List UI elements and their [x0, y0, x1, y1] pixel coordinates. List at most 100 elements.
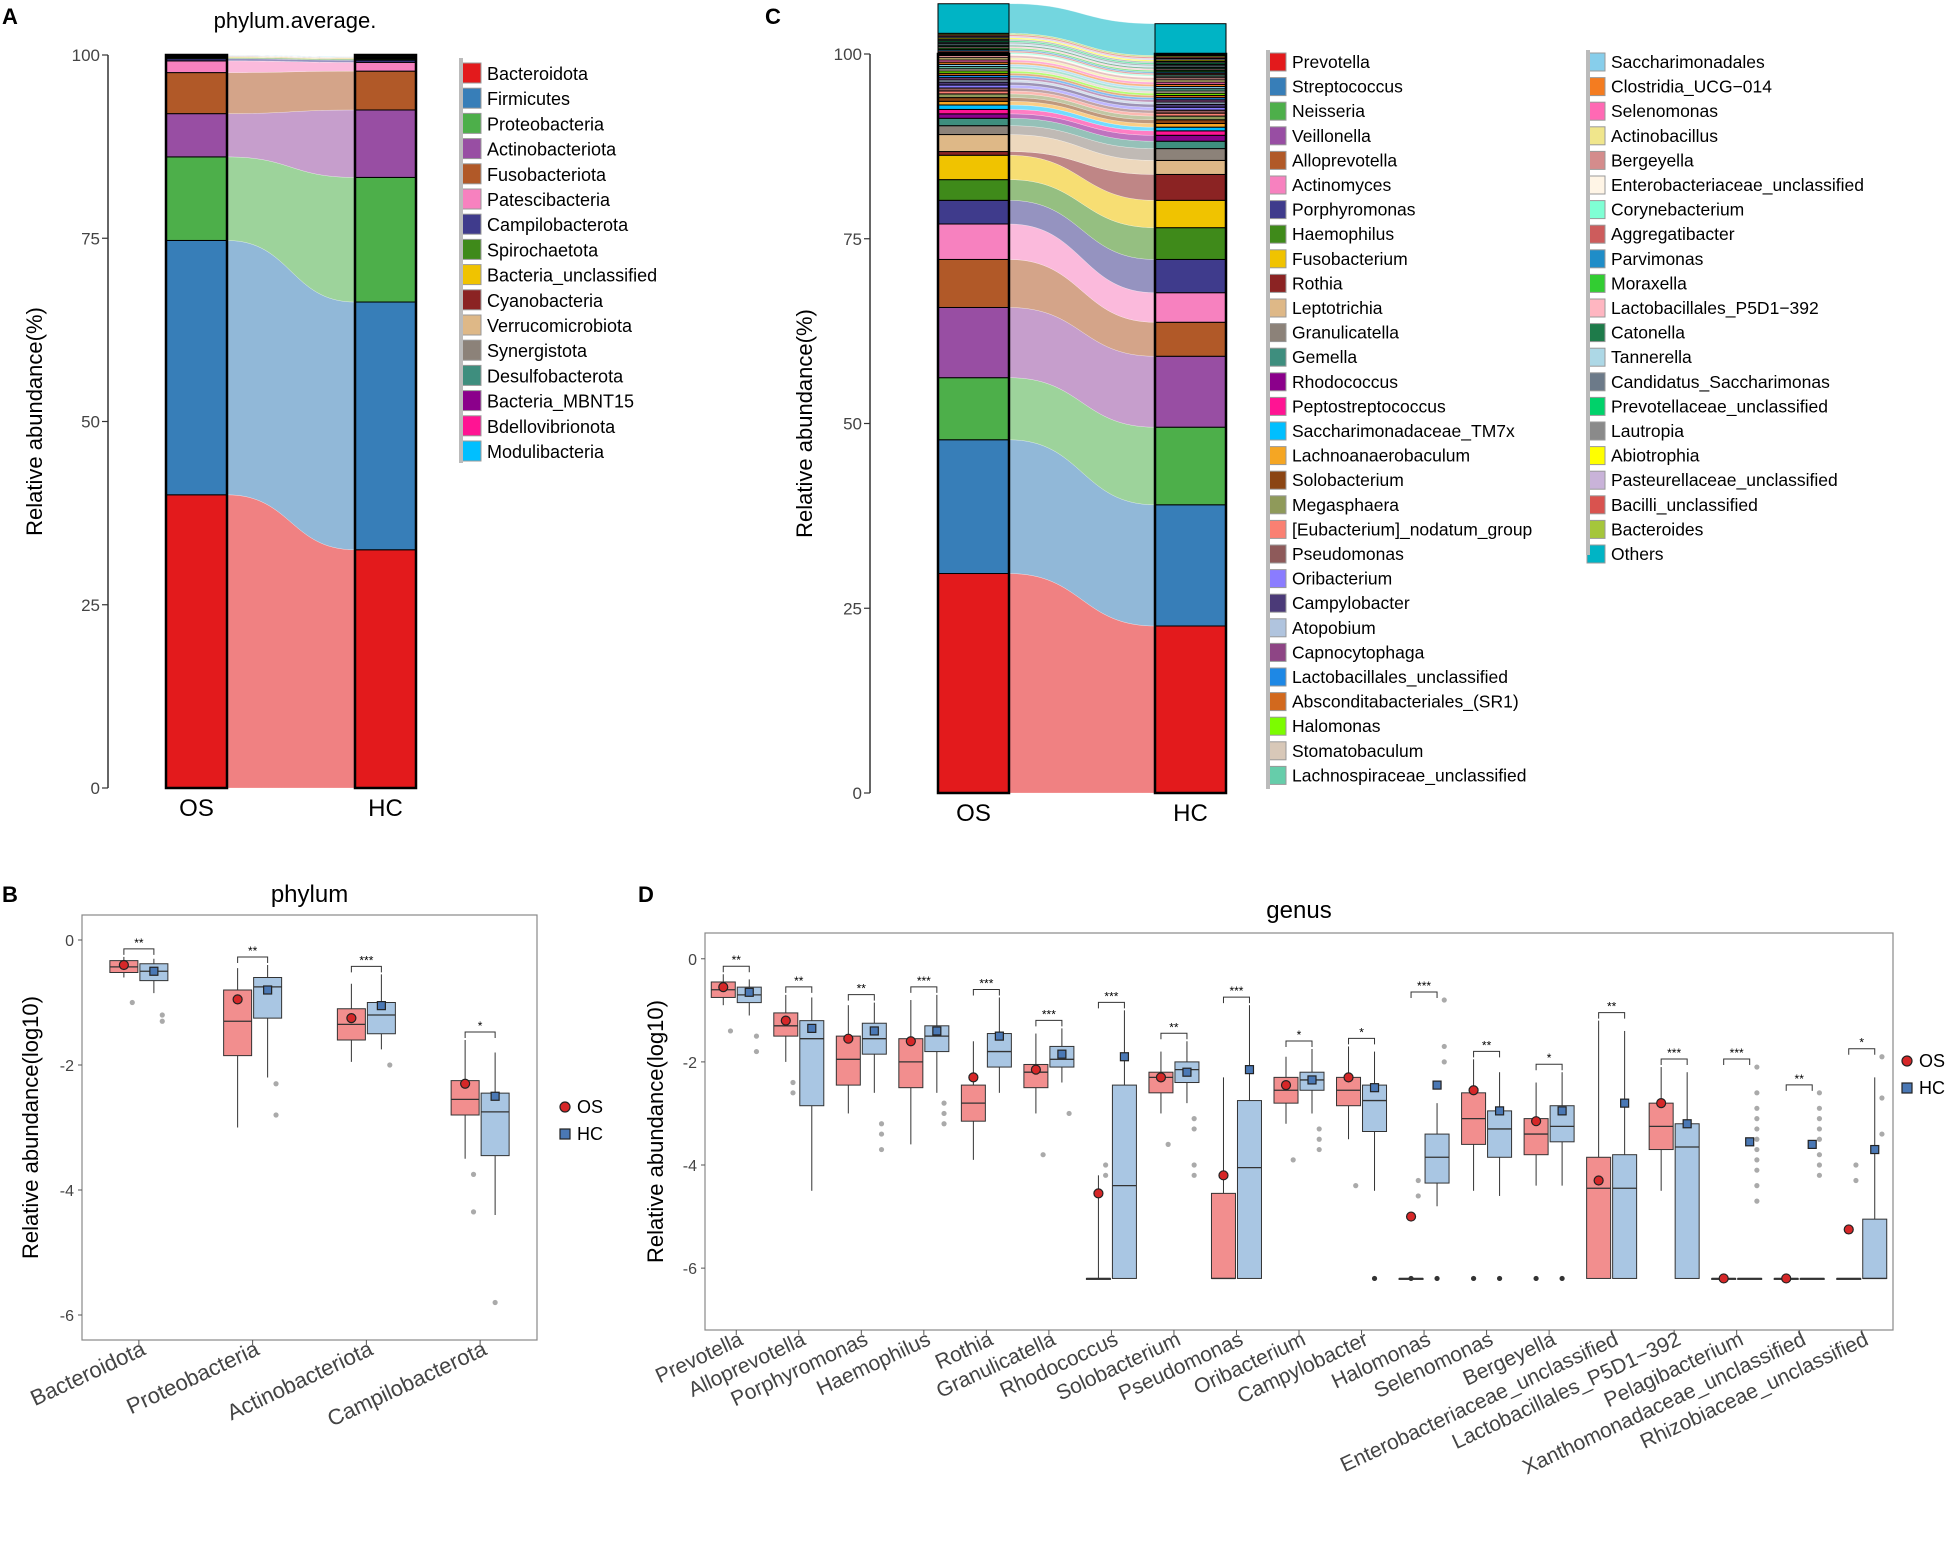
- bar-os-streptococcus: [937, 439, 1010, 575]
- legend-label-campilobacterota: Campilobacterota: [487, 215, 629, 235]
- mean-marker-hc: [1557, 1106, 1567, 1116]
- y-axis-label: Relative abundance(log10): [18, 996, 43, 1259]
- y-tick-label: 75: [81, 229, 100, 248]
- legend-label-bacteria-mbnt15: Bacteria_MBNT15: [487, 392, 634, 413]
- legend-label-actinobacillus: Actinobacillus: [1611, 126, 1718, 146]
- mean-marker-hc: [807, 1023, 817, 1033]
- legend-swatch-campylobacter: [1267, 593, 1287, 613]
- legend-swatch-rothia: [1267, 273, 1287, 293]
- legend-label-bergeyella: Bergeyella: [1611, 150, 1694, 170]
- bar-os-rothia: [937, 151, 1010, 156]
- legend-swatch-fusobacterium: [1267, 249, 1287, 269]
- significance-bracket: [1348, 1037, 1376, 1045]
- bar-hc-frame: [353, 53, 418, 790]
- legend-label-fusobacteriota: Fusobacteriota: [487, 165, 607, 185]
- outlier-hc: [1754, 1183, 1760, 1189]
- legend-label-cyanobacteria: Cyanobacteria: [487, 291, 604, 311]
- legend-swatch-granulicatella: [1267, 323, 1287, 343]
- legend-label-granulicatella: Granulicatella: [1292, 323, 1399, 343]
- significance-stars: *: [1359, 1025, 1364, 1039]
- outlier-hc: [1316, 1126, 1322, 1132]
- significance-bracket: [1473, 1050, 1501, 1058]
- legend-label-absconditabacteriales-sr1: Absconditabacteriales_(SR1): [1292, 692, 1519, 713]
- mean-marker-hc: [1620, 1098, 1630, 1108]
- legend-swatch-cyanobacteria: [460, 289, 482, 311]
- box-hc-campilobacterota: [480, 1092, 510, 1157]
- bar-hc-frame: [1153, 52, 1228, 795]
- bar-os-others: [937, 3, 1010, 34]
- legend-swatch-verrucomicrobiota: [460, 314, 482, 336]
- panel-label-b: B: [2, 882, 18, 907]
- legend-label-rothia: Rothia: [1292, 273, 1343, 293]
- significance-stars: ***: [1667, 1046, 1681, 1060]
- bar-hc-gemella: [1154, 140, 1227, 150]
- bar-hc-actinobacteriota: [354, 109, 417, 178]
- significance-bracket: [1660, 1058, 1688, 1066]
- legend-label-gemella: Gemella: [1292, 347, 1357, 367]
- plot-area: [704, 932, 1894, 1331]
- significance-stars: ***: [1730, 1046, 1744, 1060]
- legend-label-haemophilus: Haemophilus: [1292, 224, 1394, 244]
- outlier-hc: [1434, 1275, 1440, 1282]
- significance-bracket: [972, 988, 1000, 996]
- bar-os-fusobacteriota: [165, 72, 228, 115]
- bar-hc-saccharimonadaceae-tm7x: [1154, 126, 1227, 132]
- significance-bracket: [1222, 996, 1250, 1004]
- box-os-haemophilus: [898, 1038, 924, 1089]
- outlier-os: [1290, 1157, 1296, 1163]
- panel-label-c: C: [765, 4, 781, 29]
- y-tick-label: 0: [65, 933, 74, 950]
- box-os-granulicatella: [1023, 1063, 1049, 1089]
- outlier-hc: [1754, 1116, 1760, 1122]
- mean-marker-hc: [932, 1026, 942, 1036]
- panel-label-a: A: [2, 4, 18, 29]
- y-tick-label: -6: [683, 1261, 697, 1278]
- bar-os-frame: [936, 52, 1011, 795]
- legend-label-lachnoanaerobaculum: Lachnoanaerobaculum: [1292, 446, 1470, 466]
- mean-marker-os: [1405, 1211, 1417, 1222]
- bar-os-proteobacteria: [165, 156, 228, 241]
- legend-label-corynebacterium: Corynebacterium: [1611, 200, 1744, 220]
- mean-marker-os: [905, 1036, 916, 1047]
- outlier-hc: [1191, 1126, 1197, 1132]
- outlier-hc: [1496, 1275, 1503, 1282]
- legend-hc-label: HC: [1919, 1078, 1945, 1098]
- mean-marker-os: [968, 1072, 979, 1083]
- legend-label-spirochaetota: Spirochaetota: [487, 240, 599, 260]
- legend-label-firmicutes: Firmicutes: [487, 89, 570, 109]
- y-axis-label: Relative abundance(%): [792, 309, 817, 538]
- legend-os-marker: [1901, 1055, 1913, 1067]
- legend-hc-marker: [1901, 1082, 1913, 1094]
- outlier-hc: [1816, 1116, 1823, 1122]
- legend-swatch-stomatobaculum: [1267, 741, 1287, 761]
- outlier-hc: [878, 1146, 885, 1153]
- flow-fusobacteriota: [226, 70, 356, 114]
- significance-bracket: [1035, 1019, 1063, 1027]
- legend-os-label: OS: [1919, 1051, 1945, 1071]
- outlier-hc: [1754, 1167, 1760, 1173]
- bar-hc-rothia: [1154, 173, 1227, 201]
- outlier-hc: [1191, 1162, 1197, 1168]
- y-axis-label: Relative abundance(%): [22, 307, 47, 536]
- outlier-os: [1853, 1162, 1859, 1168]
- legend-swatch-modulibacteria: [460, 440, 482, 462]
- legend-swatch-alloprevotella: [1267, 150, 1287, 170]
- bar-hc-lachnoanaerobaculum: [1154, 122, 1227, 128]
- bar-hc-leptotrichia: [1154, 159, 1227, 175]
- outlier-hc: [1754, 1146, 1760, 1153]
- outlier-hc: [1816, 1126, 1823, 1132]
- mean-marker-os: [718, 982, 729, 993]
- bar-hc-prevotella: [1154, 625, 1227, 794]
- outlier-hc: [1754, 1126, 1760, 1132]
- significance-stars: **: [794, 974, 804, 988]
- legend-label-stomatobaculum: Stomatobaculum: [1292, 741, 1423, 761]
- bar-os-peptostreptococcus: [937, 108, 1010, 115]
- legend-swatch-eubacterium-nodatum-group: [1267, 519, 1287, 539]
- bar-os-saccharimonadaceae-tm7x: [937, 104, 1010, 110]
- significance-stars: *: [1859, 1036, 1864, 1050]
- bar-os-solobacterium: [937, 97, 1010, 102]
- bar-hc-veillonella: [1154, 355, 1227, 428]
- legend-hc-marker: [559, 1128, 571, 1140]
- mean-marker-hc: [263, 985, 273, 995]
- mean-marker-os: [1343, 1072, 1354, 1083]
